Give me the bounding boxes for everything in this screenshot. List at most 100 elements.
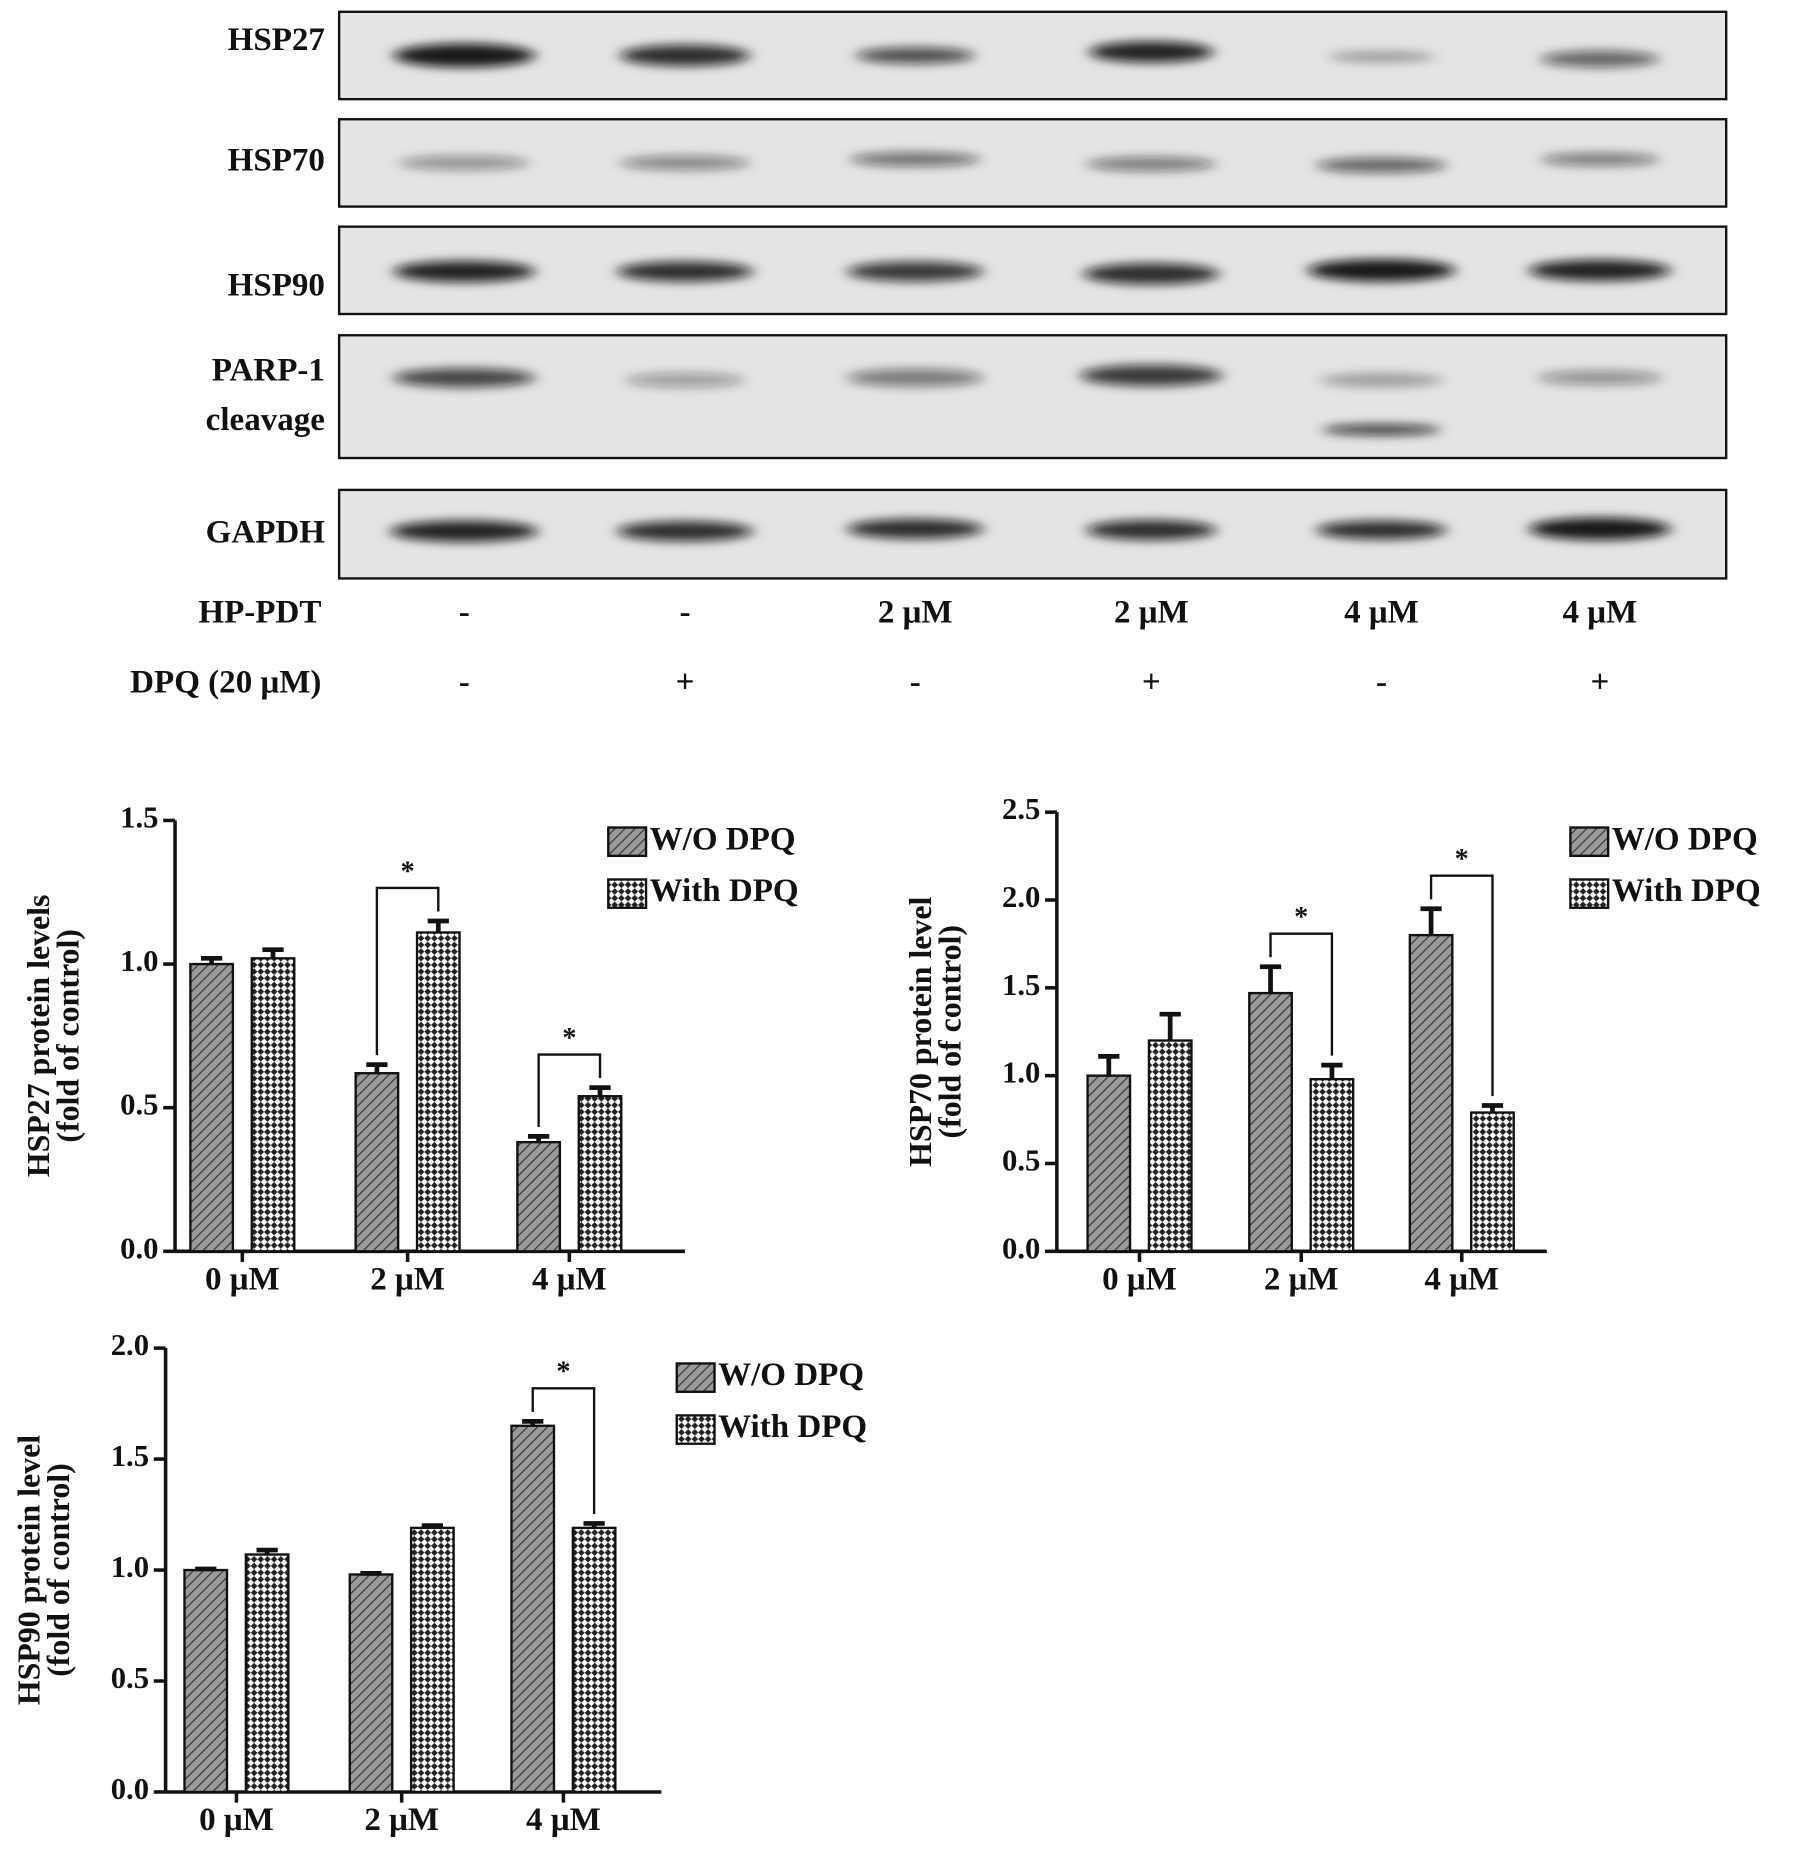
condition-value: - bbox=[910, 664, 921, 700]
x-tick-label: 0 μM bbox=[199, 1802, 274, 1838]
significance-bracket bbox=[537, 1053, 602, 1127]
band bbox=[847, 368, 984, 387]
error-bar bbox=[583, 1521, 605, 1528]
blot-panel bbox=[337, 334, 1728, 460]
condition-value: + bbox=[1142, 664, 1161, 700]
band bbox=[1089, 41, 1214, 63]
y-tick-label: 1.5 bbox=[120, 800, 158, 834]
bar bbox=[250, 957, 296, 1253]
blot-bands bbox=[399, 152, 1659, 173]
band bbox=[847, 261, 984, 282]
band bbox=[393, 260, 536, 283]
blot-bands bbox=[393, 364, 1662, 436]
y-tick-label: 0.5 bbox=[111, 1661, 149, 1695]
band bbox=[617, 261, 753, 282]
y-tick-label: 1.0 bbox=[1002, 1056, 1040, 1090]
condition-value: + bbox=[676, 664, 695, 700]
bar bbox=[571, 1526, 617, 1794]
legend-swatch bbox=[607, 826, 648, 858]
y-tick-label: 0.0 bbox=[1002, 1231, 1040, 1265]
band bbox=[1540, 50, 1659, 68]
error-bar bbox=[366, 1062, 388, 1074]
band bbox=[1083, 263, 1220, 285]
bar bbox=[409, 1526, 455, 1794]
y-tick-label: 1.0 bbox=[111, 1550, 149, 1584]
bar bbox=[415, 931, 461, 1253]
error-bar bbox=[589, 1085, 611, 1097]
y-tick-label: 0.0 bbox=[111, 1772, 149, 1806]
x-tick-label: 2 μM bbox=[1264, 1262, 1339, 1298]
bar bbox=[1309, 1077, 1355, 1253]
error-bar bbox=[1420, 906, 1442, 936]
condition-value: + bbox=[1590, 664, 1609, 700]
x-tick-label: 2 μM bbox=[370, 1262, 445, 1298]
error-bar bbox=[1259, 964, 1282, 994]
condition-value: - bbox=[1376, 664, 1387, 700]
bar bbox=[1408, 933, 1454, 1253]
y-axis-label: HSP70 protein level bbox=[903, 896, 938, 1166]
error-bar bbox=[1321, 1062, 1343, 1080]
blot-panel bbox=[337, 488, 1728, 580]
legend-label: W/O DPQ bbox=[718, 1357, 864, 1393]
bar bbox=[348, 1573, 394, 1794]
y-axis-label: (fold of control) bbox=[50, 929, 85, 1143]
x-tick-label: 4 μM bbox=[526, 1802, 601, 1838]
band bbox=[620, 155, 750, 170]
y-axis-label: (fold of control) bbox=[932, 925, 967, 1139]
bar bbox=[244, 1553, 290, 1794]
legend-swatch bbox=[607, 878, 648, 909]
y-tick-label: 0.5 bbox=[1002, 1144, 1040, 1178]
legend-swatch bbox=[1569, 826, 1610, 858]
bar bbox=[1470, 1111, 1515, 1253]
band bbox=[393, 43, 536, 68]
bar bbox=[1147, 1039, 1193, 1253]
y-tick-label: 1.5 bbox=[111, 1439, 149, 1473]
significance-label: * bbox=[562, 1023, 576, 1054]
band bbox=[1529, 259, 1671, 281]
legend-label: W/O DPQ bbox=[1612, 821, 1758, 857]
blot-row-label: HSP90 bbox=[228, 268, 325, 304]
significance-label: * bbox=[401, 856, 415, 887]
legend-label: With DPQ bbox=[718, 1409, 867, 1445]
bar bbox=[183, 1568, 229, 1794]
bar bbox=[354, 1072, 400, 1253]
y-tick-label: 2.5 bbox=[1002, 792, 1040, 826]
band bbox=[617, 521, 753, 542]
bar bbox=[1248, 991, 1293, 1253]
blot-panel bbox=[337, 118, 1728, 208]
error-bar bbox=[256, 1547, 278, 1555]
condition-label: DPQ (20 μM) bbox=[130, 664, 321, 700]
error-bar bbox=[1481, 1103, 1504, 1113]
error-bar bbox=[1098, 1053, 1120, 1076]
band bbox=[856, 47, 975, 64]
condition-value: 2 μM bbox=[1114, 595, 1189, 631]
error-bar bbox=[201, 955, 223, 965]
band bbox=[625, 373, 745, 388]
band bbox=[1328, 50, 1435, 63]
error-bar bbox=[1159, 1011, 1181, 1041]
band bbox=[1080, 364, 1223, 387]
y-tick-label: 0.0 bbox=[120, 1231, 158, 1265]
bar bbox=[510, 1424, 556, 1794]
band bbox=[1316, 157, 1447, 173]
legend-swatch bbox=[1569, 878, 1610, 909]
band bbox=[1529, 517, 1671, 541]
significance-bracket bbox=[375, 886, 440, 1056]
band bbox=[850, 152, 981, 167]
error-bar bbox=[528, 1134, 550, 1143]
band bbox=[1540, 152, 1659, 166]
significance-label: * bbox=[1294, 902, 1308, 933]
band bbox=[393, 368, 536, 388]
significance-bracket bbox=[531, 1387, 596, 1514]
band bbox=[399, 155, 530, 170]
y-axis-label: HSP27 protein levels bbox=[21, 895, 56, 1178]
condition-value: - bbox=[459, 664, 470, 700]
error-bar bbox=[360, 1571, 382, 1576]
blot-panel bbox=[337, 10, 1728, 101]
error-bar bbox=[421, 1523, 444, 1529]
y-tick-label: 1.5 bbox=[1002, 968, 1040, 1002]
significance-bracket bbox=[1269, 932, 1334, 1056]
condition-value: - bbox=[680, 595, 691, 631]
y-tick-label: 2.0 bbox=[1002, 880, 1040, 914]
x-tick-label: 0 μM bbox=[1102, 1262, 1177, 1298]
